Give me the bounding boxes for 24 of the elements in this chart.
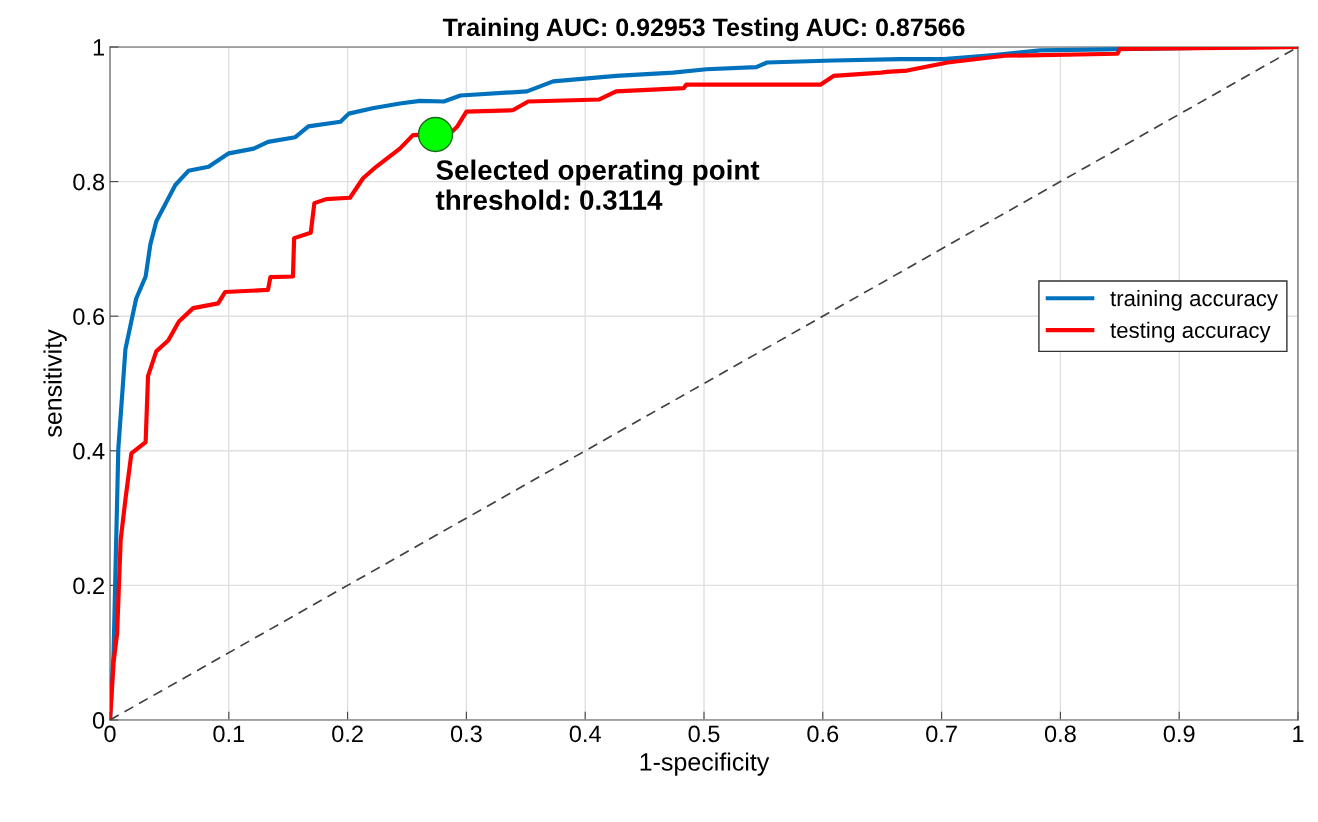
x-tick-label: 0.5: [688, 725, 720, 743]
y-tick-label: 0: [92, 712, 105, 729]
chart-title: Training AUC: 0.92953 Testing AUC: 0.87566: [442, 17, 965, 42]
y-tick-label: 1: [93, 39, 104, 56]
y-tick-label: 0.8: [73, 173, 105, 191]
y-tick-label: 0.4: [73, 442, 105, 460]
x-tick-label: 0.6: [807, 725, 839, 743]
y-axis-title: sensitivity: [43, 329, 67, 437]
x-tick-label: 1: [1293, 725, 1304, 742]
annotation: Selected operating point threshold: 0.3114: [435, 159, 760, 210]
x-tick-label: 0.7: [926, 725, 957, 743]
x-tick-label: 0.1: [213, 725, 245, 743]
x-tick-label: 0.4: [569, 725, 601, 743]
x-tick-label: 0.2: [332, 725, 363, 743]
y-tick-label: 0.2: [73, 577, 104, 595]
x-axis-title: 1-specificity: [640, 752, 770, 776]
x-tick-label: 0.3: [450, 725, 482, 743]
legend-label: training accuracy: [1110, 289, 1278, 311]
y-tick-label: 0.6: [73, 308, 105, 325]
line-series: [110, 47, 1298, 720]
x-tick-label: 0.8: [1044, 725, 1076, 743]
legend-label: testing accuracy: [1110, 321, 1271, 343]
x-tick-label: 0: [104, 725, 116, 743]
x-tick-label: 0.9: [1163, 725, 1195, 743]
